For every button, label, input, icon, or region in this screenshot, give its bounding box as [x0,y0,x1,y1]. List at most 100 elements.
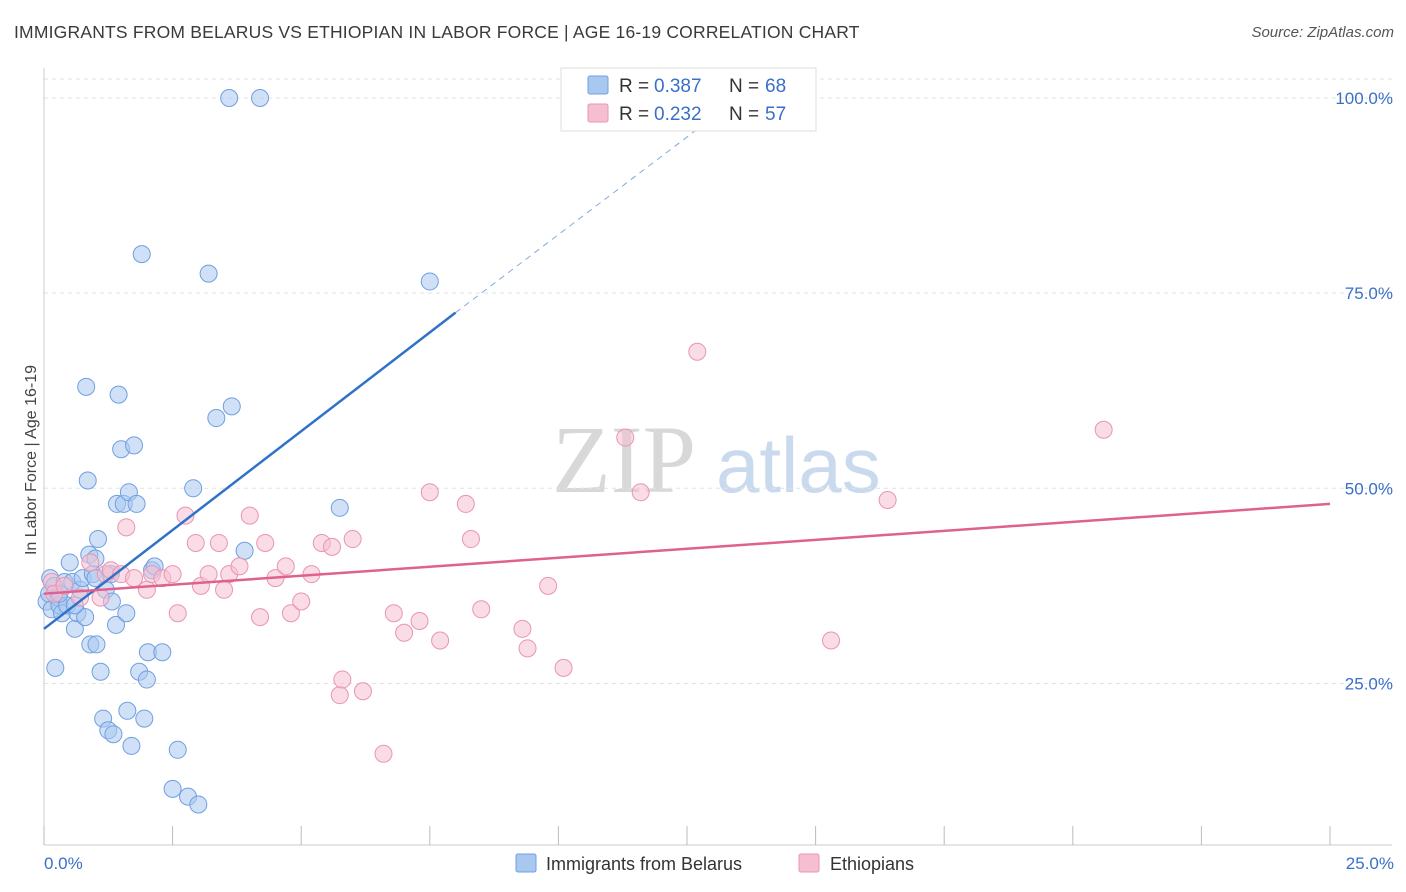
ethiopia-point [186,533,205,552]
ethiopia-point [137,580,156,599]
ethiopia-point [292,592,311,611]
ethiopia-point [456,494,475,513]
belarus-point [153,643,172,662]
belarus-point [127,494,146,513]
legend-n-value-ethiopia: 57 [765,104,786,125]
ethiopia-point [323,537,342,556]
belarus-point [107,615,126,634]
ethiopia-point [71,588,90,607]
ethiopia-point [878,491,897,510]
ethiopia-point [163,565,182,584]
series-ethiopia-points [42,342,1113,763]
trendline-belarus-extension [455,97,739,314]
bottom-legend-swatch-belarus [515,853,537,873]
ethiopia-point [240,506,259,525]
ethiopia-point [822,631,841,650]
belarus-point [117,604,136,623]
legend-n-value-belarus: 68 [765,76,786,97]
ethiopia-point [395,623,414,642]
ethiopia-point [513,619,532,638]
legend-r-value-belarus: 0.387 [654,76,702,97]
ethiopia-point [251,608,270,627]
ethiopia-point [276,557,295,576]
ethiopia-point [384,604,403,623]
belarus-point [46,658,65,677]
belarus-point [104,725,123,744]
bottom-legend-label-ethiopia: Ethiopians [830,854,914,874]
ethiopia-point [230,557,249,576]
belarus-point [251,89,270,107]
legend-r-label-belarus: R = [619,76,649,97]
ethiopia-point [91,588,110,607]
series-belarus-points [37,89,439,814]
x-tick-label-min: 0.0% [44,854,83,873]
belarus-point [109,385,128,404]
y-tick-label-100: 100.0% [1335,89,1393,108]
ethiopia-point [330,686,349,705]
belarus-point [91,662,110,681]
ethiopia-point [333,670,352,689]
ethiopia-point [472,600,491,619]
belarus-point [189,795,208,814]
ethiopia-point [353,682,372,701]
ethiopia-point [281,604,300,623]
ethiopia-point [343,530,362,549]
ethiopia-point [461,530,480,549]
trendline-belarus [43,311,457,630]
ethiopia-point [81,553,100,572]
belarus-point [118,701,137,720]
belarus-point [199,264,218,283]
watermark-atlas: atlas [716,421,881,509]
belarus-point [87,635,106,654]
belarus-point [168,740,187,759]
y-tick-label-50: 50.0% [1345,479,1393,498]
legend-r-label-ethiopia: R = [619,104,649,125]
legend-r-value-ethiopia: 0.232 [654,104,702,125]
belarus-point [77,377,96,396]
ethiopia-point [374,744,393,763]
belarus-point [330,498,349,517]
ethiopia-point [209,533,228,552]
trendline-ethiopia [43,502,1331,595]
belarus-point [235,541,254,560]
legend-n-label-ethiopia: N = [729,104,759,125]
belarus-point [76,608,95,627]
belarus-point [89,530,108,549]
legend-swatch-ethiopia [587,103,609,123]
y-tick-label-75: 75.0% [1345,284,1393,303]
ethiopia-point [176,506,195,525]
y-tick-labels: 25.0% 50.0% 75.0% 100.0% [1335,89,1393,693]
grid-lines [44,78,1392,684]
watermark-zip: ZIP [552,406,696,513]
ethiopia-point [256,533,275,552]
belarus-point [222,397,241,416]
belarus-point [135,709,154,728]
ethiopia-point [616,428,635,447]
ethiopia-point [117,518,136,537]
belarus-point [220,89,239,107]
belarus-point [207,409,226,428]
ethiopia-point [168,604,187,623]
bottom-legend-label-belarus: Immigrants from Belarus [546,854,742,874]
ethiopia-point [518,639,537,658]
ethiopia-point [688,342,707,361]
source-label: Source: ZipAtlas.com [1251,24,1394,41]
belarus-point [132,245,151,264]
belarus-point [420,272,439,291]
belarus-point [78,471,97,490]
belarus-point [125,436,144,455]
belarus-point [137,670,156,689]
legend: R = 0.387 N = 68 R = 0.232 N = 57 [560,67,817,132]
legend-swatch-belarus [587,75,609,95]
axes [43,68,1392,846]
ethiopia-point [410,612,429,631]
belarus-point [122,736,141,755]
ethiopia-point [1094,420,1113,439]
chart-title: IMMIGRANTS FROM BELARUS VS ETHIOPIAN IN … [14,22,860,42]
ethiopia-point [420,483,439,502]
ethiopia-point [215,580,234,599]
bottom-legend-swatch-ethiopia [798,853,820,873]
y-axis-label: In Labor Force | Age 16-19 [23,365,40,555]
belarus-point [60,553,79,572]
